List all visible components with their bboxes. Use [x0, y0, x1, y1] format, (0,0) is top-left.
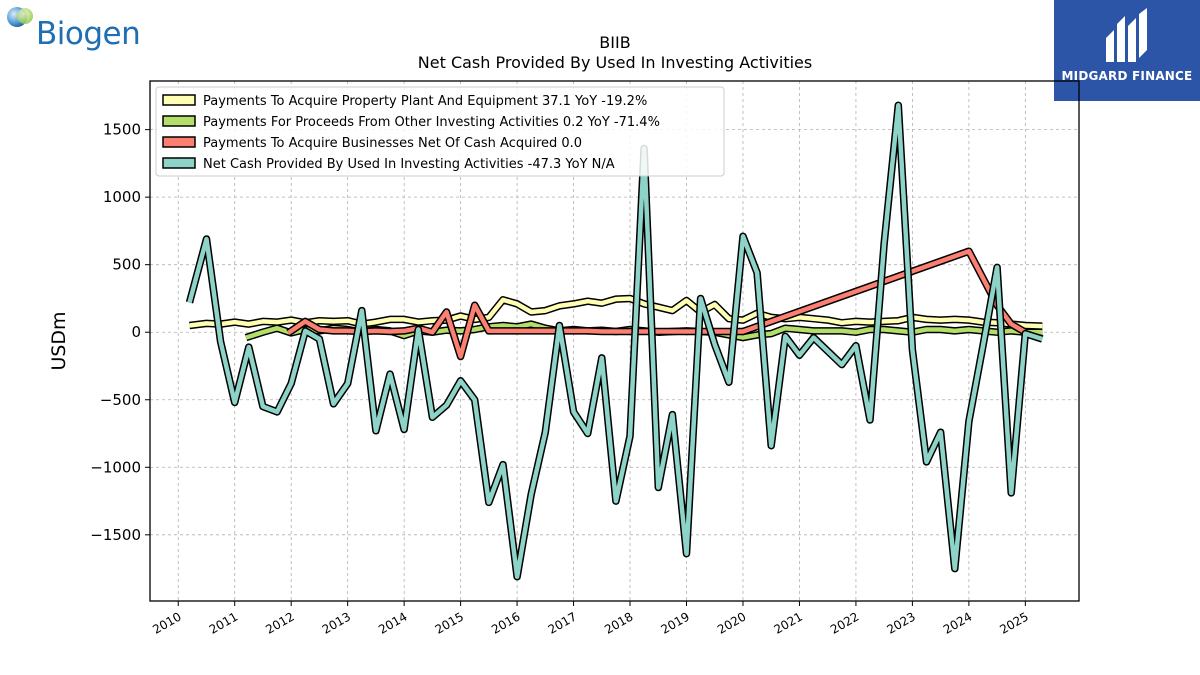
biogen-logo-text: Biogen [36, 16, 141, 52]
plot-frame [149, 80, 1080, 602]
y-tick-label: 0 [131, 323, 141, 341]
x-tick-label: 2017 [546, 609, 579, 636]
x-tick-label: 2023 [884, 609, 917, 636]
series-3 [286, 247, 1028, 361]
legend-swatch [162, 115, 196, 127]
legend-swatch [162, 157, 196, 169]
x-tick-label: 2018 [602, 609, 635, 636]
legend-swatch [162, 136, 196, 148]
midgard-finance-text: MIDGARD FINANCE [1061, 69, 1193, 83]
midgard-emblem-icon [1106, 8, 1147, 62]
x-tick-label: 2014 [376, 609, 409, 636]
x-tick-label: 2016 [489, 609, 522, 636]
y-tick-label: −1500 [90, 526, 141, 544]
midgard-finance-logo: MIDGARD FINANCE [1054, 0, 1200, 101]
x-axis: 2010 2011 2012 2013 2014 2015 2016 2017 2018 2019… [150, 601, 1031, 637]
legend-label: Net Cash Provided By Used In Investing A… [203, 157, 615, 172]
y-tick-label: −500 [100, 391, 141, 409]
y-tick-label: 500 [112, 256, 141, 274]
x-tick-label: 2019 [659, 609, 692, 636]
series-line [287, 248, 1027, 359]
x-tick-label: 2015 [433, 609, 466, 636]
biogen-sphere-icon [7, 7, 33, 27]
x-tick-label: 2025 [997, 609, 1030, 636]
legend-swatch [162, 94, 196, 106]
y-tick-label: 1500 [103, 121, 141, 139]
x-tick-label: 2021 [771, 609, 804, 636]
legend-box [155, 86, 725, 177]
x-tick-label: 2011 [207, 609, 240, 636]
x-tick-label: 2024 [941, 609, 974, 636]
series-lines [185, 101, 1044, 581]
x-tick-label: 2013 [320, 609, 353, 636]
series-line [187, 103, 1043, 579]
legend-label: Payments For Proceeds From Other Investi… [203, 115, 660, 130]
y-tick-label: 1000 [103, 188, 141, 206]
y-axis: −1500 −1000 −500 0 500 1000 1500 [90, 121, 150, 544]
legend-label: Payments To Acquire Property Plant And E… [203, 94, 647, 109]
chart-title: BIIB [599, 33, 630, 52]
x-tick-label: 2020 [715, 609, 748, 636]
x-tick-label: 2010 [150, 609, 183, 636]
x-tick-label: 2022 [828, 609, 861, 636]
series-line [189, 296, 1043, 329]
series-1 [189, 294, 1043, 330]
biogen-logo: Biogen [4, 4, 154, 56]
x-tick-label: 2012 [263, 609, 296, 636]
legend-label: Payments To Acquire Businesses Net Of Ca… [203, 136, 582, 151]
y-axis-label: USDm [48, 311, 70, 370]
chart-subtitle: Net Cash Provided By Used In Investing A… [418, 53, 812, 72]
legend: Payments To Acquire Property Plant And E… [155, 86, 725, 177]
y-tick-label: −1000 [90, 458, 141, 476]
series-4 [185, 101, 1044, 581]
